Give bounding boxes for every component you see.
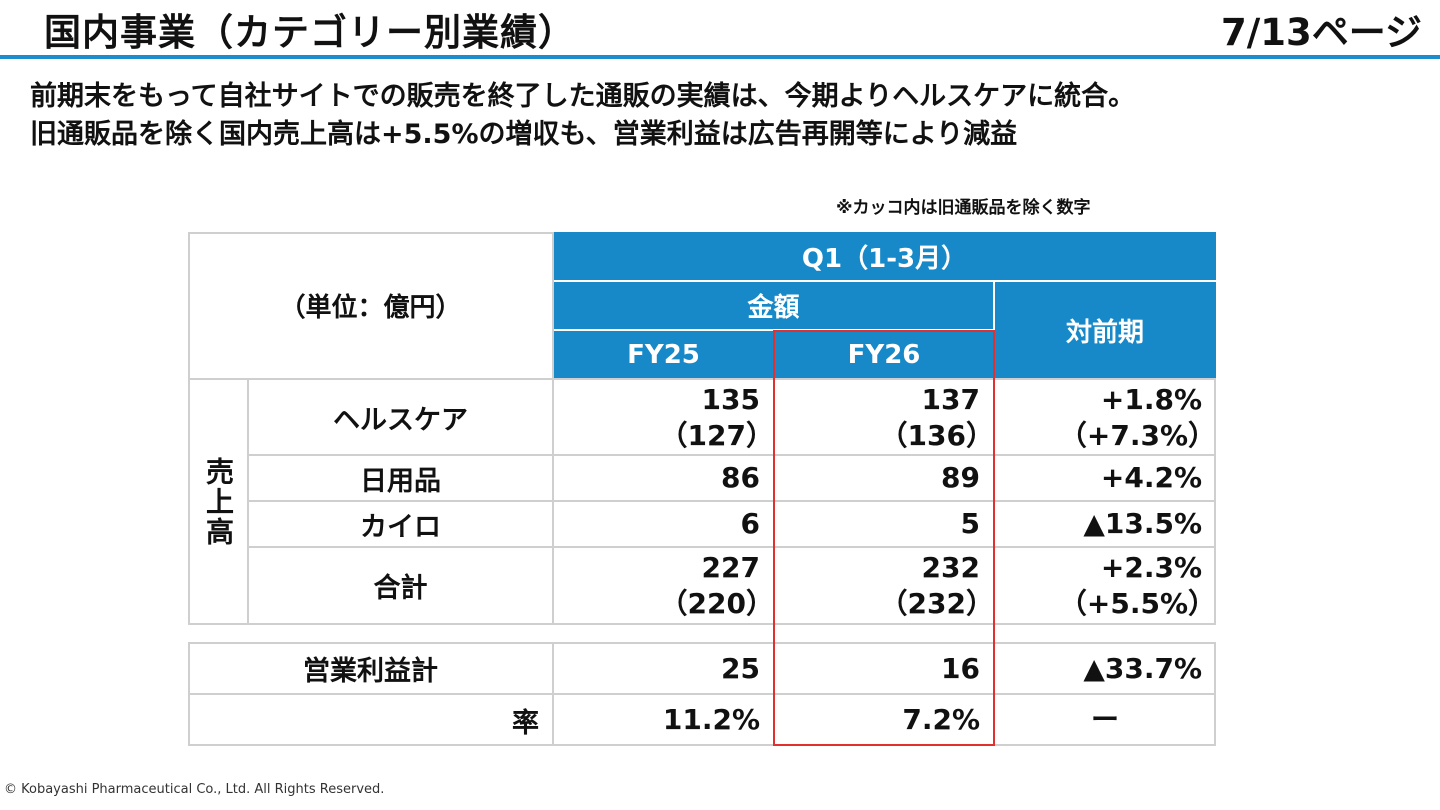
- healthcare-fy25: 135 （127）: [553, 380, 774, 455]
- header-fy26-label: FY26: [847, 339, 921, 370]
- op-profit-fy25: 25: [553, 643, 774, 694]
- lead-line-2: 旧通販品を除く国内売上高は+5.5%の増収も、営業利益は広告再開等により減益: [30, 119, 1018, 150]
- kairo-fy26: 5: [774, 501, 994, 547]
- healthcare-yoy-value: +1.8%: [1100, 382, 1202, 416]
- healthcare-yoy: +1.8% （+7.3%）: [994, 380, 1216, 455]
- sales-label-text: 売上高: [202, 457, 235, 547]
- kairo-fy25-value: 6: [740, 507, 760, 540]
- grid-upper-bottom: [188, 623, 1216, 625]
- header-fy25: FY25: [553, 330, 774, 379]
- daily-fy26: 89: [774, 455, 994, 501]
- unit-label: （単位：億円）: [188, 232, 553, 379]
- total-yoy: +2.3% （+5.5%）: [994, 547, 1216, 624]
- total-fy26: 232 （232）: [774, 547, 994, 624]
- sales-vertical-label: 売上高: [188, 380, 248, 624]
- op-margin-fy25-value: 11.2%: [662, 703, 760, 736]
- row-label-op-margin-text: 率: [512, 707, 539, 739]
- healthcare-fy25-sub: （127）: [659, 418, 774, 452]
- header-sep-1: [553, 280, 1216, 282]
- daily-yoy-value: +4.2%: [1100, 461, 1202, 494]
- total-fy25-value: 227: [701, 550, 760, 584]
- grid-lower-left: [188, 642, 190, 746]
- grid-right: [1214, 379, 1216, 625]
- healthcare-fy26-sub: （136）: [879, 418, 994, 452]
- grid-left: [188, 232, 190, 625]
- healthcare-fy26-value: 137: [921, 382, 980, 416]
- row-label-op-profit: 営業利益計: [188, 643, 553, 694]
- page-title: 国内事業（カテゴリー別業績）: [44, 11, 576, 54]
- op-margin-fy26: 7.2%: [774, 694, 994, 746]
- total-yoy-value: +2.3%: [1100, 550, 1202, 584]
- grid-row-2: [248, 500, 1216, 502]
- op-margin-fy25: 11.2%: [553, 694, 774, 746]
- title-divider: [0, 55, 1440, 59]
- row-label-daily-text: 日用品: [360, 465, 441, 497]
- unit-label-text: （単位：億円）: [279, 293, 462, 323]
- header-amount: 金額: [553, 281, 994, 330]
- total-fy26-value: 232: [921, 550, 980, 584]
- healthcare-yoy-sub: （+7.3%）: [1058, 418, 1216, 452]
- op-profit-fy26: 16: [774, 643, 994, 694]
- op-margin-yoy: ー: [994, 694, 1216, 746]
- row-label-op-profit-text: 営業利益計: [303, 656, 438, 687]
- page-number: 7/13ページ: [1220, 11, 1422, 54]
- total-fy26-sub: （232）: [879, 586, 994, 620]
- row-label-healthcare: ヘルスケア: [248, 380, 553, 455]
- kairo-yoy-value: ▲13.5%: [1083, 507, 1202, 540]
- lead-line-1: 前期末をもって自社サイトでの販売を終了した通販の実績は、今期よりヘルスケアに統合…: [30, 81, 1136, 112]
- table-note: ※カッコ内は旧通販品を除く数字: [836, 198, 1091, 218]
- row-label-kairo: カイロ: [248, 501, 553, 547]
- healthcare-fy26: 137 （136）: [774, 380, 994, 455]
- total-yoy-sub: （+5.5%）: [1058, 586, 1216, 620]
- grid-lower-top: [188, 642, 1216, 644]
- row-label-total-text: 合計: [373, 573, 428, 604]
- row-label-kairo-text: カイロ: [360, 511, 441, 543]
- op-profit-yoy: ▲33.7%: [994, 643, 1216, 694]
- grid-lower-bottom: [188, 744, 1216, 746]
- header-yoy-label: 対前期: [1065, 317, 1144, 348]
- total-fy25: 227 （220）: [553, 547, 774, 624]
- kairo-fy26-value: 5: [960, 507, 980, 540]
- op-profit-yoy-value: ▲33.7%: [1083, 651, 1202, 685]
- row-label-healthcare-text: ヘルスケア: [333, 405, 468, 436]
- row-label-op-margin: 率: [188, 694, 553, 746]
- op-profit-fy25-value: 25: [721, 651, 760, 685]
- grid-lower-right: [1214, 642, 1216, 746]
- daily-fy26-value: 89: [941, 461, 980, 494]
- grid-top: [188, 232, 553, 234]
- kairo-fy25: 6: [553, 501, 774, 547]
- grid-header-bottom: [188, 378, 1216, 380]
- total-fy25-sub: （220）: [659, 586, 774, 620]
- daily-fy25: 86: [553, 455, 774, 501]
- header-fy26: FY26: [774, 330, 994, 379]
- op-margin-yoy-value: ー: [1090, 703, 1119, 736]
- fy26-highlight-box: [773, 330, 995, 746]
- grid-sales-split: [247, 379, 249, 625]
- copyright-footer: © Kobayashi Pharmaceutical Co., Ltd. All…: [4, 782, 385, 797]
- op-margin-fy26-value: 7.2%: [902, 703, 980, 736]
- grid-lower-mid: [188, 693, 1216, 695]
- row-label-total: 合計: [248, 547, 553, 624]
- header-fy25-label: FY25: [627, 339, 700, 370]
- grid-label-split: [552, 232, 554, 625]
- grid-row-3: [248, 546, 1216, 548]
- row-label-daily: 日用品: [248, 455, 553, 501]
- header-period: Q1（1-3月）: [553, 232, 1216, 281]
- healthcare-fy25-value: 135: [701, 382, 760, 416]
- daily-yoy: +4.2%: [994, 455, 1216, 501]
- grid-lower-label-split: [552, 642, 554, 746]
- header-period-label: Q1（1-3月）: [801, 244, 968, 274]
- header-amount-label: 金額: [747, 293, 800, 323]
- op-profit-fy26-value: 16: [941, 651, 980, 685]
- kairo-yoy: ▲13.5%: [994, 501, 1216, 547]
- lead-text: 前期末をもって自社サイトでの販売を終了した通販の実績は、今期よりヘルスケアに統合…: [30, 78, 1135, 154]
- grid-row-1: [248, 454, 1216, 456]
- header-yoy: 対前期: [994, 281, 1216, 379]
- daily-fy25-value: 86: [721, 461, 760, 494]
